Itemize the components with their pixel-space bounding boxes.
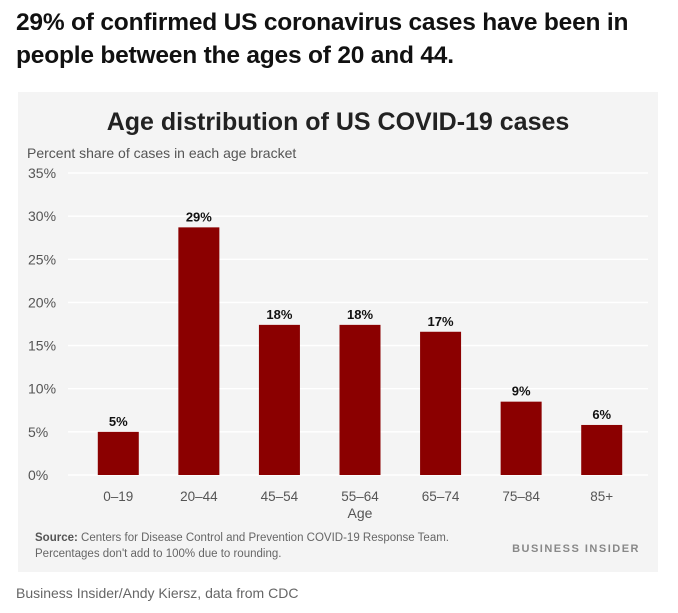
image-credit: Business Insider/Andy Kiersz, data from … <box>16 585 299 601</box>
data-label: 9% <box>512 384 531 399</box>
x-tick-label: 85+ <box>590 489 613 504</box>
y-tick-label: 35% <box>28 165 56 181</box>
data-label: 18% <box>266 307 292 322</box>
chart-plot: 0% 5% 10% 15% 20% 25% 30% 35% 5% 0–19 29% 20–44 18% 4… <box>28 165 648 521</box>
data-label: 29% <box>186 209 212 224</box>
data-label: 17% <box>428 314 454 329</box>
y-tick-label: 5% <box>28 424 48 440</box>
headline: 29% of confirmed US coronavirus cases ha… <box>16 9 629 69</box>
bar <box>500 401 542 475</box>
chart-card: 0% 5% 10% 15% 20% 25% 30% 35% 5% 0–19 29% 20–44 18% 4… <box>18 92 658 572</box>
y-tick-label: 15% <box>28 338 56 354</box>
x-tick-label: 45–54 <box>261 489 299 504</box>
bar <box>258 324 300 475</box>
source-text: Centers for Disease Control and Preventi… <box>81 532 449 544</box>
x-tick-label: 55–64 <box>341 489 379 504</box>
data-label: 6% <box>592 407 611 422</box>
data-label: 5% <box>109 414 128 429</box>
y-tick-label: 10% <box>28 381 56 397</box>
chart-title: Age distribution of US COVID-19 cases <box>106 108 570 136</box>
brand-logo: BUSINESS INSIDER <box>512 543 640 555</box>
x-tick-label: 0–19 <box>103 489 133 504</box>
rounding-note: Percentages don't add to 100% due to rou… <box>35 548 282 560</box>
x-tick-label: 75–84 <box>502 489 540 504</box>
bar <box>339 324 381 475</box>
y-axis-label: Percent share of cases in each age brack… <box>27 145 297 161</box>
bar <box>178 227 220 475</box>
source-note: Source: Centers for Disease Control and … <box>35 530 505 562</box>
bar <box>581 424 623 475</box>
y-tick-label: 0% <box>28 467 48 483</box>
x-tick-label: 65–74 <box>422 489 460 504</box>
bar <box>420 331 462 475</box>
x-tick-label: 20–44 <box>180 489 218 504</box>
y-tick-label: 30% <box>28 208 56 224</box>
data-label: 18% <box>347 307 373 322</box>
x-axis-label: Age <box>348 505 373 521</box>
source-label: Source: <box>35 532 78 544</box>
y-tick-label: 25% <box>28 251 56 267</box>
y-tick-label: 20% <box>28 294 56 310</box>
bar <box>97 431 139 475</box>
